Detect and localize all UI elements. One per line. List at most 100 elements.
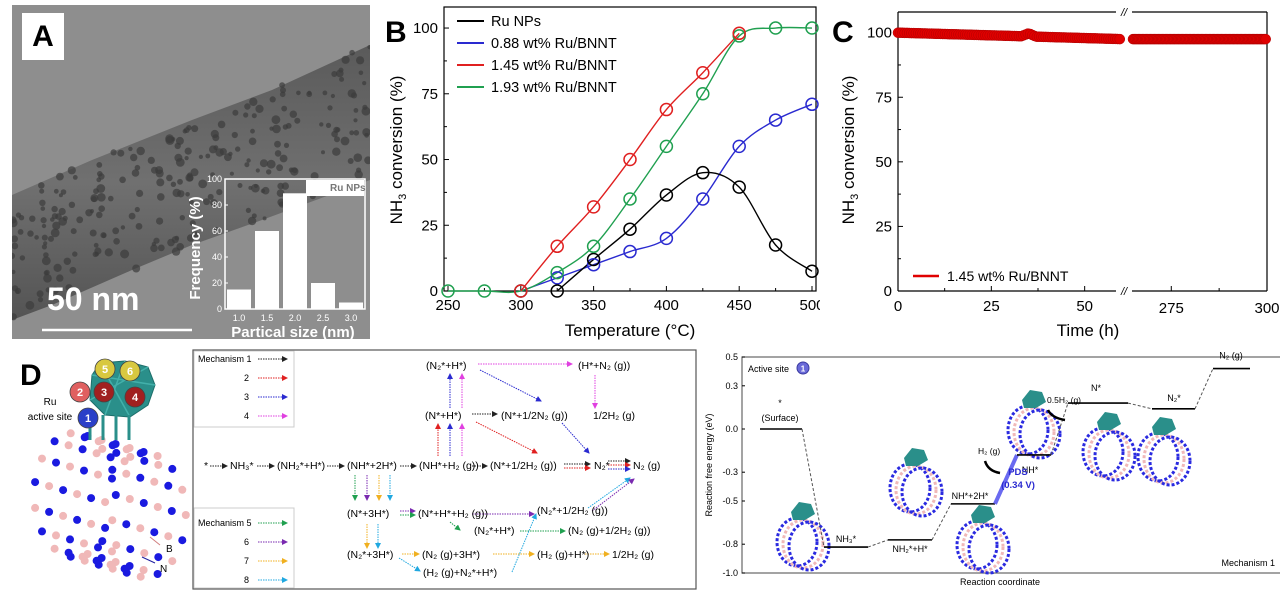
ru-particle xyxy=(51,205,58,213)
ru-particle xyxy=(62,215,68,221)
species-nhalfn2: (N*+1/2N₂ (g)) xyxy=(501,410,568,422)
histogram-xlabel: Partical size (nm) xyxy=(231,324,354,341)
bnnt-atom xyxy=(101,523,110,532)
bnnt-atom xyxy=(101,498,110,507)
energy-ytick: -1.0 xyxy=(722,568,738,578)
ru-particle xyxy=(279,82,285,88)
ru-particle xyxy=(283,142,290,148)
ru-particle xyxy=(186,174,194,182)
ru-particle xyxy=(349,49,355,56)
ru-particle xyxy=(210,199,218,207)
ru-particle xyxy=(29,215,36,222)
energy-connector xyxy=(931,503,952,541)
ru-particle xyxy=(332,147,341,156)
bnnt-atom xyxy=(178,485,187,494)
ru-particle xyxy=(177,178,183,185)
ru-particle xyxy=(184,147,192,155)
ru-particle xyxy=(110,149,117,156)
chart-b-data-point xyxy=(550,239,564,254)
ru-particle xyxy=(327,105,333,111)
ru-particle xyxy=(185,192,190,197)
species-nhalfh2: (N*+1/2H₂ (g)) xyxy=(490,460,557,472)
bnnt-atom xyxy=(153,570,162,578)
chart-b-data-point xyxy=(732,139,746,154)
bnnt-atom xyxy=(87,494,96,503)
ru-particle xyxy=(261,186,270,195)
ru-particle xyxy=(349,130,355,136)
ru-particle xyxy=(96,211,103,219)
ru-particle xyxy=(128,146,133,152)
chart-b-xtick: 300 xyxy=(508,297,533,314)
ru-particle xyxy=(251,213,257,219)
ru-particle xyxy=(176,243,184,251)
ru-particle xyxy=(12,242,19,250)
bnnt-ring xyxy=(1136,431,1180,483)
bnnt-ring xyxy=(1006,404,1050,456)
species-halfh2: 1/2H₂ (g) xyxy=(593,410,635,422)
ru-particle xyxy=(44,269,50,276)
bnnt-ring xyxy=(787,520,831,572)
ru-particle xyxy=(251,183,260,193)
ru-particle xyxy=(12,313,17,321)
energy-xlabel: Reaction coordinate xyxy=(960,577,1040,587)
ru-particle xyxy=(281,105,288,112)
bnnt-atom xyxy=(120,457,129,466)
chart-c-xtick: 300 xyxy=(1254,300,1279,317)
chart-c-ytick: 0 xyxy=(884,283,892,300)
ru-particle xyxy=(251,113,257,119)
ru-particle xyxy=(210,129,219,139)
ru-particle xyxy=(131,169,140,177)
tem-micrograph: 50 nm xyxy=(12,5,370,339)
energy-ytick: 0.0 xyxy=(725,424,738,434)
ru-particle xyxy=(45,287,51,293)
ru-particle xyxy=(325,122,332,128)
ru-particle xyxy=(279,154,288,163)
species-nhh2g: (NH*+H₂ (g)) xyxy=(419,460,479,472)
tem-image: 50 nm xyxy=(12,5,370,339)
state-label: * xyxy=(778,398,782,408)
ru-particle xyxy=(237,183,243,188)
histogram-ylabel: Frequency (%) xyxy=(187,196,204,299)
ru-particle xyxy=(361,106,370,116)
ru-particle xyxy=(53,263,62,272)
ru-particle xyxy=(120,249,130,259)
species-n2g3h: (N₂ (g)+3H*) xyxy=(422,549,480,561)
nanotube xyxy=(12,45,370,320)
ru-particle xyxy=(244,162,250,168)
chart-b-data-point xyxy=(659,231,674,246)
half-h2-release-label: 0.5H₂ (g) xyxy=(1047,395,1081,405)
species-n2halfh2: (N₂*+1/2H₂ (g)) xyxy=(537,505,608,517)
ru-cluster-icon xyxy=(971,505,995,523)
ru-particle xyxy=(41,234,48,241)
bnnt-ring xyxy=(1081,426,1125,478)
ru-particle xyxy=(322,90,328,96)
ru-particle xyxy=(19,255,26,261)
mechanism-legend-bottom xyxy=(193,507,295,589)
bnnt-atom xyxy=(153,452,162,460)
chart-b-ytick: 25 xyxy=(421,217,438,234)
ru-particle xyxy=(228,151,233,157)
ru-particle xyxy=(96,162,103,168)
bnnt-ring xyxy=(900,466,944,518)
energy-ylabel: Reaction free energy (eV) xyxy=(704,413,714,516)
ru-particle xyxy=(266,169,272,175)
legend-mechanism-5-label: Mechanism 5 xyxy=(198,518,252,528)
bnnt-atom xyxy=(136,572,145,581)
ru-particle xyxy=(69,266,77,274)
adsorbate-structure xyxy=(1136,417,1192,487)
mechanism-arrow xyxy=(511,513,537,573)
ru-particle xyxy=(190,168,199,177)
bnnt-ring xyxy=(888,462,932,514)
energy-ytick: -0.8 xyxy=(722,539,738,549)
histogram-xtick: 2.5 xyxy=(317,313,330,323)
bnnt-atom xyxy=(45,507,54,516)
bnnt-atom xyxy=(140,456,149,465)
ru-particle xyxy=(101,233,107,238)
ru-particle xyxy=(191,231,201,241)
ru-particle xyxy=(214,226,219,231)
bnnt-ring xyxy=(894,464,938,516)
bnnt-atom xyxy=(153,503,162,511)
ru-particle xyxy=(112,227,120,235)
ru-particle xyxy=(117,149,125,157)
energy-connector xyxy=(801,428,825,548)
